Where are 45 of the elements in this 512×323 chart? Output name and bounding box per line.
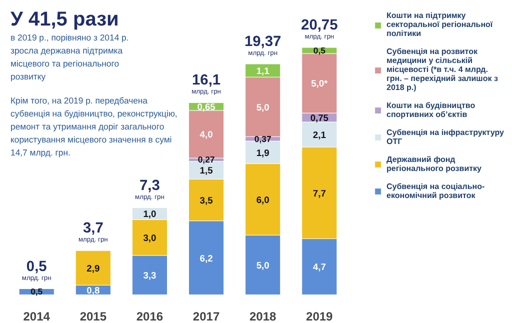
data-label: 0,5 <box>313 46 326 56</box>
data-label: 5,0 <box>256 102 270 112</box>
total-label: 3,7 <box>82 220 104 237</box>
total-label: 16,1 <box>192 72 221 89</box>
data-label: 0,8 <box>86 285 100 296</box>
data-label: 4,0 <box>200 130 213 140</box>
data-label: 0,37 <box>254 134 272 144</box>
data-label: 1,0 <box>143 209 156 220</box>
data-label: 4,7 <box>312 262 326 272</box>
legend-label: Кошти на будівництво спортивних об’єктів <box>386 101 476 119</box>
data-label: 0,27 <box>198 154 215 165</box>
data-label: 2,9 <box>86 263 100 274</box>
data-label: 1,5 <box>200 166 213 176</box>
data-label: 3,5 <box>200 196 213 206</box>
legend-label: Державний фонд регіонального розвитку <box>386 155 482 173</box>
x-tick-label: 2014 <box>23 310 50 323</box>
legend-label: Субвенція на інфраструктуру ОТГ <box>386 128 504 146</box>
x-tick-label: 2019 <box>306 310 334 323</box>
total-label: 19,37 <box>244 34 282 50</box>
legend-label: Кошти на підтримку секторальної регіональної політики <box>386 11 493 38</box>
data-label: 3,0 <box>143 233 156 244</box>
data-label: 0,65 <box>197 102 216 112</box>
annotation: Крім того, на 2019 р. передбачена субвенція на будівництво, реконструкцію, ремонт та утримання доріг загального користування місцевого значення в сумі 14,7 млрд. грн. <box>10 96 178 158</box>
legend-label: Субвенція на соціально-економічний розвиток <box>386 182 485 200</box>
data-label: 2,1 <box>312 130 326 140</box>
data-label: 1,9 <box>256 148 270 158</box>
chart-title: У 41,5 рази <box>10 8 119 30</box>
total-label: 0,5 <box>26 258 47 275</box>
x-tick-label: 2016 <box>136 310 164 323</box>
x-tick-label: 2017 <box>192 310 220 323</box>
data-label: 0,5 <box>30 286 43 297</box>
data-label: 5,0* <box>311 78 328 88</box>
legend-label: Субвенція на розвиток медицини у сільській місцевості (*в т.ч. 4 млрд. грн. – перехідний залишок з 2018 р.) <box>386 47 498 92</box>
x-tick-label: 2018 <box>249 310 277 323</box>
x-tick-label: 2015 <box>80 310 107 323</box>
data-label: 5,0 <box>256 260 270 270</box>
data-label: 1,1 <box>256 66 270 76</box>
data-label: 0,75 <box>310 113 328 124</box>
data-label: 3,3 <box>143 270 156 281</box>
data-label: 6,0 <box>256 194 270 205</box>
data-label: 6,2 <box>200 253 213 264</box>
data-label: 7,7 <box>312 188 326 198</box>
total-label: 20,75 <box>301 18 338 34</box>
text: в 2019 р., порівняно з 2014 р. зросла державна підтримка місцевого та регіонального розвитку <box>10 32 129 82</box>
total-label: 7,3 <box>140 178 160 194</box>
